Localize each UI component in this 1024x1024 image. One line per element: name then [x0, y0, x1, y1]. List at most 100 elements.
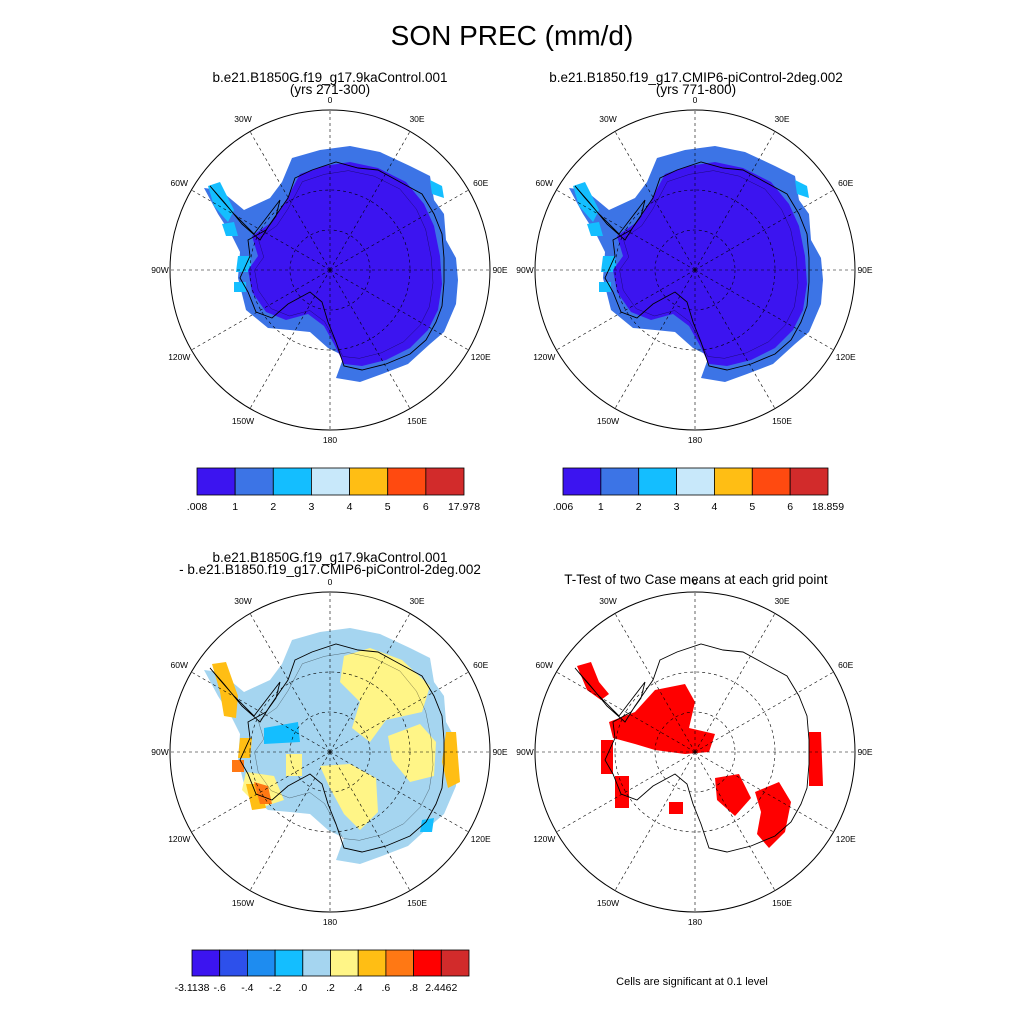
- coastline: [574, 643, 810, 853]
- colorbar-swatch-0: [196, 467, 236, 496]
- lon-label-120e: 120E: [470, 352, 491, 362]
- colorbar-label: 4: [711, 501, 718, 513]
- graticule: [170, 110, 490, 430]
- panel3-title-line1: b.e21.B1850G.f19_g17.9kaControl.001: [212, 550, 448, 565]
- lon-label-30e: 30E: [774, 114, 790, 125]
- colorbar-swatch-1: [219, 949, 248, 977]
- field-patch-cyan-3: [587, 222, 603, 236]
- lon-label-90e: 90E: [492, 265, 508, 275]
- colorbar-swatch-3: [676, 467, 715, 496]
- colorbar-swatch-2: [638, 467, 677, 496]
- significant-cells-4: [715, 774, 751, 816]
- ice-shelf-outline: [254, 652, 434, 841]
- main-title: SON PREC (mm/d): [390, 20, 634, 51]
- field-patch-dark-orange-0: [232, 760, 244, 772]
- field-patch-yellow-1: [388, 724, 436, 782]
- lon-label-150e: 150E: [772, 415, 792, 426]
- panel4-title-line1: T-Test of two Case means at each grid po…: [564, 572, 828, 587]
- colorbar-label: 3: [673, 501, 680, 513]
- lon-label-60e: 60E: [473, 660, 489, 670]
- colorbar-label: 1: [597, 501, 604, 513]
- lon-label-120w: 120W: [168, 352, 191, 362]
- panel3-title-line2: - b.e21.B1850.f19_g17.CMIP6-piControl-2d…: [179, 562, 481, 577]
- lon-label-0: 0: [327, 95, 333, 105]
- field-patch-yellow-0: [340, 648, 430, 742]
- colorbar-swatch-2: [246, 949, 276, 977]
- colorbar-label: .008: [186, 501, 208, 513]
- colorbar-swatch-0: [191, 949, 221, 977]
- field-patch-cyan-3: [222, 222, 238, 236]
- colorbar-label: -.4: [241, 982, 254, 994]
- colorbar-swatch-8: [413, 949, 442, 977]
- field-patch-cyan-4: [234, 282, 246, 292]
- lon-label-150w: 150W: [596, 897, 620, 908]
- map-border: [169, 109, 491, 431]
- ttest-note: Cells are significant at 0.1 level: [616, 976, 768, 988]
- field-patch-cyan-2: [795, 180, 809, 198]
- lon-label-0: 0: [692, 95, 698, 105]
- lon-label-90w: 90W: [151, 747, 169, 757]
- colorbar-swatch-6: [789, 467, 829, 496]
- lon-label-30w: 30W: [234, 114, 252, 125]
- lon-label-180: 180: [322, 435, 338, 445]
- colorbar-swatch-7: [385, 949, 414, 977]
- lon-label-120e: 120E: [835, 834, 856, 844]
- lon-label-0: 0: [692, 577, 698, 587]
- lon-label-60w: 60W: [535, 178, 554, 188]
- ice-shelf-outline: [619, 170, 799, 359]
- lon-label-120w: 120W: [533, 352, 556, 362]
- field-patch-orange-0: [212, 662, 238, 718]
- colorbar-label: 6: [787, 501, 794, 513]
- lon-label-90e: 90E: [857, 265, 873, 275]
- lon-label-180: 180: [687, 435, 703, 445]
- colorbar-swatch-4: [714, 467, 753, 496]
- lon-label-90w: 90W: [516, 265, 534, 275]
- significant-cells-5: [755, 782, 791, 848]
- lon-label-120e: 120E: [470, 834, 491, 844]
- lon-label-150e: 150E: [772, 897, 792, 908]
- colorbar-swatch-6: [357, 949, 387, 977]
- colorbar-label: .4: [353, 982, 363, 994]
- panel2-title-line1: b.e21.B1850.f19_g17.CMIP6-piControl-2deg…: [549, 70, 843, 85]
- lon-label-30w: 30W: [234, 596, 252, 607]
- map-border: [534, 109, 856, 431]
- significant-cells-0: [577, 662, 609, 700]
- lon-label-120w: 120W: [533, 834, 556, 844]
- colorbar-label: .0: [298, 982, 308, 994]
- field-patch-orange-1: [442, 732, 460, 788]
- lon-label-60w: 60W: [170, 660, 189, 670]
- colorbar-label: 5: [749, 501, 756, 513]
- panel1-title: b.e21.B1850G.f19_g17.9kaControl.001 (yrs…: [130, 70, 530, 97]
- colorbar-label: .6: [381, 982, 391, 994]
- lon-label-180: 180: [322, 917, 338, 927]
- panel2-title-line2: (yrs 771-800): [655, 82, 737, 97]
- lon-label-60w: 60W: [170, 178, 189, 188]
- lon-label-120w: 120W: [168, 834, 191, 844]
- lon-label-150w: 150W: [596, 415, 620, 426]
- lon-label-30e: 30E: [409, 114, 425, 125]
- significant-cells-1: [609, 684, 715, 754]
- ice-shelf-outline: [254, 170, 434, 359]
- lon-label-30w: 30W: [599, 596, 617, 607]
- lon-label-30w: 30W: [599, 114, 617, 125]
- lon-label-90w: 90W: [151, 265, 169, 275]
- colorbar-label: 1: [232, 501, 239, 513]
- lon-label-90e: 90E: [492, 747, 508, 757]
- colorbar-label: .2: [326, 982, 335, 994]
- colorbar-label: 18.859: [811, 501, 845, 513]
- panel1-title-line1: b.e21.B1850G.f19_g17.9kaControl.001: [212, 70, 448, 85]
- lon-label-90e: 90E: [857, 747, 873, 757]
- lon-label-180: 180: [687, 917, 703, 927]
- colorbar-swatch-9: [440, 949, 470, 977]
- colorbar-swatch-6: [425, 467, 465, 496]
- colorbar-swatch-3: [274, 949, 304, 977]
- lon-label-30e: 30E: [409, 596, 425, 607]
- field-patch-cyan-4: [599, 282, 611, 292]
- lon-label-150w: 150W: [231, 897, 255, 908]
- coastline: [574, 161, 810, 371]
- colorbar-label: 5: [384, 501, 391, 513]
- map-border: [169, 591, 491, 913]
- panel4-title: T-Test of two Case means at each grid po…: [496, 572, 896, 587]
